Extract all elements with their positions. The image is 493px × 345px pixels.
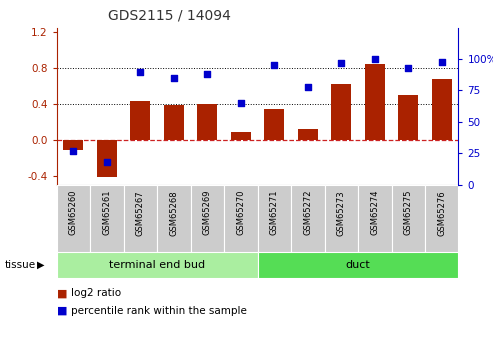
Text: GSM65276: GSM65276: [437, 190, 446, 236]
Text: GSM65272: GSM65272: [303, 190, 313, 235]
Bar: [197, 104, 217, 140]
Bar: [124, 185, 157, 252]
Bar: [164, 105, 184, 140]
Text: percentile rank within the sample: percentile rank within the sample: [71, 306, 247, 315]
Bar: [57, 252, 257, 278]
Text: ■: ■: [57, 288, 67, 298]
Bar: [324, 185, 358, 252]
Bar: [64, 140, 83, 150]
Point: [170, 75, 178, 81]
Text: duct: duct: [346, 260, 370, 270]
Bar: [130, 101, 150, 140]
Bar: [291, 185, 324, 252]
Text: GDS2115 / 14094: GDS2115 / 14094: [108, 9, 231, 23]
Point: [103, 159, 111, 165]
Bar: [97, 140, 117, 177]
Point: [304, 84, 312, 89]
Bar: [365, 65, 385, 140]
Point: [337, 60, 345, 66]
Bar: [157, 185, 191, 252]
Text: GSM65268: GSM65268: [170, 190, 178, 236]
Bar: [432, 79, 452, 140]
Point: [438, 59, 446, 64]
Text: GSM65275: GSM65275: [404, 190, 413, 235]
Text: tissue: tissue: [5, 260, 36, 270]
Bar: [391, 185, 425, 252]
Text: terminal end bud: terminal end bud: [109, 260, 205, 270]
Point: [270, 62, 278, 68]
Bar: [264, 109, 284, 140]
Point: [404, 65, 412, 70]
Point: [137, 69, 144, 74]
Bar: [298, 129, 318, 140]
Bar: [231, 132, 251, 140]
Bar: [191, 185, 224, 252]
Bar: [425, 185, 458, 252]
Bar: [257, 185, 291, 252]
Text: GSM65269: GSM65269: [203, 190, 212, 235]
Text: GSM65274: GSM65274: [370, 190, 379, 235]
Bar: [358, 185, 391, 252]
Text: log2 ratio: log2 ratio: [71, 288, 122, 298]
Bar: [90, 185, 124, 252]
Text: ▶: ▶: [37, 260, 44, 270]
Text: GSM65260: GSM65260: [69, 190, 78, 235]
Point: [237, 100, 245, 106]
Point: [204, 71, 211, 77]
Text: GSM65273: GSM65273: [337, 190, 346, 236]
Bar: [331, 84, 352, 140]
Bar: [224, 185, 257, 252]
Text: GSM65267: GSM65267: [136, 190, 145, 236]
Text: GSM65261: GSM65261: [103, 190, 111, 235]
Text: GSM65270: GSM65270: [236, 190, 246, 235]
Point: [371, 56, 379, 62]
Text: GSM65271: GSM65271: [270, 190, 279, 235]
Bar: [257, 252, 458, 278]
Point: [70, 148, 77, 154]
Text: ■: ■: [57, 306, 67, 315]
Bar: [398, 95, 418, 140]
Bar: [57, 185, 90, 252]
